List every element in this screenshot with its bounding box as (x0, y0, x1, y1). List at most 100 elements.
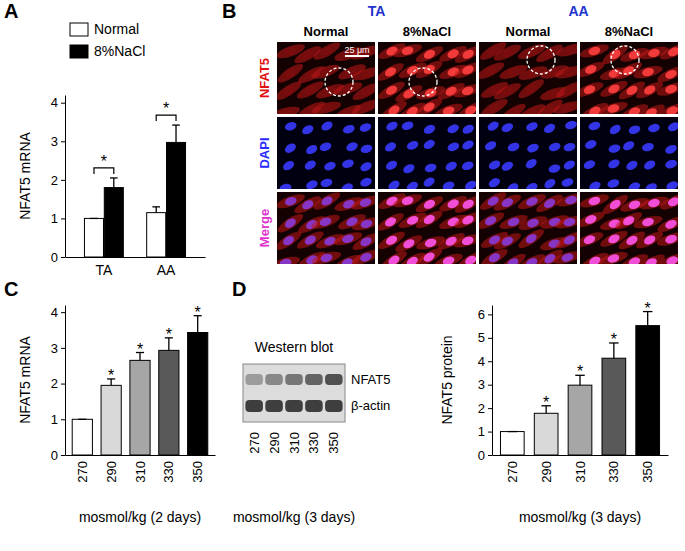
cell-nucleus (283, 142, 297, 155)
cell-nucleus (444, 160, 458, 173)
y-tick-label: 2 (51, 173, 58, 188)
cell-nucleus (401, 45, 415, 56)
cell-nucleus (641, 217, 655, 228)
cell-nucleus (359, 101, 373, 113)
cell-cytoplasm (350, 193, 375, 213)
cell-nucleus (647, 48, 661, 59)
cell-nucleus (319, 216, 333, 228)
y-tick-label: 0 (51, 250, 58, 265)
micrograph (378, 192, 476, 264)
cell-cytoplasm (656, 100, 678, 114)
micrograph (277, 42, 375, 114)
y-tick: 2 (51, 173, 65, 188)
cell-nucleus (464, 179, 476, 189)
cell-nucleus (506, 256, 520, 264)
x-axis-line (66, 455, 216, 456)
y-tick: 4 (51, 95, 65, 110)
x-tick-label: 310 (573, 461, 588, 483)
cell-nucleus (667, 121, 678, 133)
bar (636, 326, 660, 455)
y-tick: 4 (478, 354, 492, 369)
condition-label: Normal (506, 24, 551, 39)
row-label: Merge (257, 209, 272, 247)
cell-nucleus (664, 158, 678, 169)
cell-nucleus (483, 139, 497, 152)
x-tick: 270 (505, 461, 520, 483)
y-tick-mark (488, 432, 492, 433)
blot-x-title: mosmol/kg (3 days) (233, 509, 355, 525)
y-tick-mark (61, 312, 65, 313)
cell-nucleus (525, 196, 539, 208)
cell-nucleus (564, 120, 577, 131)
micrograph-background (580, 117, 678, 189)
x-tick-label: 290 (539, 461, 554, 483)
cell-nucleus (383, 215, 397, 228)
group-label: TA (368, 3, 386, 19)
x-tick: 350 (190, 461, 205, 483)
y-tick-label: 2 (478, 401, 485, 416)
blot-band (325, 374, 343, 385)
cell-nucleus (422, 251, 436, 264)
cell-cytoplasm (452, 231, 476, 250)
significance-star: * (166, 326, 172, 343)
y-tick-label: 4 (51, 305, 58, 320)
cell-nucleus (582, 159, 596, 171)
cell-nucleus (561, 252, 575, 263)
cell-cytoplasm (655, 80, 678, 99)
cell-nucleus (279, 107, 293, 114)
cell-cytoplasm (452, 81, 476, 100)
cell-nucleus (387, 104, 401, 114)
cell-nucleus (608, 48, 622, 61)
micrograph-panel: BNormal8%NaClTANormal8%NaClAANFAT5DAPIMe… (222, 0, 685, 275)
cell-nucleus (461, 139, 475, 152)
cell-nucleus (487, 101, 501, 114)
cell-nucleus (584, 213, 598, 225)
bar (159, 350, 179, 455)
plot-marks (500, 312, 659, 455)
x-tick: 330 (161, 461, 176, 483)
y-axis: 01234 (51, 95, 66, 264)
cell-cytoplasm (554, 229, 577, 252)
cell-nucleus (641, 67, 655, 78)
micrograph (277, 192, 375, 264)
x-axis: 270290310330350 (66, 456, 216, 483)
cell-nucleus (341, 158, 355, 169)
cell-nucleus (342, 123, 356, 134)
cell-cytoplasm (453, 43, 476, 66)
cell-cytoplasm (492, 80, 523, 103)
y-tick-mark (61, 180, 65, 181)
cell-nucleus (461, 235, 475, 246)
cell-cytoplasm (455, 249, 476, 264)
bar-chart-C: C****01234270290310330350NFAT5 mRNAmosmo… (4, 278, 216, 525)
bar-chart-A: A**Normal8%NaCl01234TAAANFAT5 mRNA (4, 0, 206, 278)
cell-cytoplasm (492, 42, 523, 64)
band-label: β-actin (351, 398, 390, 413)
cell-nucleus (341, 233, 355, 244)
bar (167, 142, 186, 257)
cell-cytoplasm (277, 228, 304, 253)
cell-nucleus (305, 179, 319, 189)
y-tick-label: 3 (478, 377, 485, 392)
cell-nucleus (422, 101, 436, 114)
cell-nucleus (301, 198, 315, 211)
y-tick: 1 (51, 412, 65, 427)
cell-cytoplasm (452, 209, 476, 231)
cell-nucleus (422, 123, 436, 135)
x-tick: 290 (104, 461, 119, 483)
y-tick-label: 0 (51, 448, 58, 463)
bar (500, 432, 524, 455)
cell-cytoplasm (277, 78, 304, 103)
cell-nucleus (284, 45, 298, 57)
y-axis-title: NFAT5 protein (439, 335, 455, 424)
x-tick-label: 350 (190, 461, 205, 483)
y-tick: 2 (478, 401, 492, 416)
cell-nucleus (526, 142, 540, 154)
cell-cytoplasm (658, 42, 678, 63)
western-blot: Western blotNFAT5β-actin270290310330350m… (233, 339, 391, 525)
cell-cytoplasm (350, 247, 375, 264)
cell-nucleus (664, 143, 678, 155)
cell-nucleus (588, 45, 602, 56)
cell-nucleus (526, 217, 540, 229)
cell-nucleus (320, 252, 334, 263)
legend-label: 8%NaCl (94, 43, 145, 59)
